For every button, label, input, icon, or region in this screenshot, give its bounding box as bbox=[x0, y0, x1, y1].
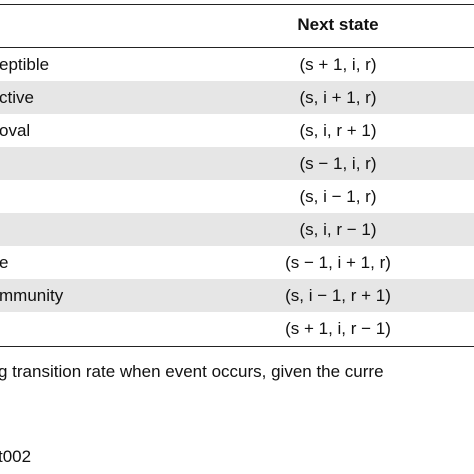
rule bbox=[0, 346, 474, 347]
table-row: (s + 1, i, r − 1) bbox=[0, 312, 474, 345]
table-row: (s, i − 1, r) bbox=[0, 180, 474, 213]
header-cell: Next state bbox=[297, 15, 379, 34]
next-state-cell: (s, i, r − 1) bbox=[299, 220, 377, 239]
table-footnote: g transition rate when event occurs, giv… bbox=[0, 362, 384, 381]
table-row: (s − 1, i, r) bbox=[0, 147, 474, 180]
next-state-cell: (s, i − 1, r + 1) bbox=[285, 286, 391, 305]
table-row: oval (s, i, r + 1) bbox=[0, 114, 474, 147]
table-row: mmunity (s, i − 1, r + 1) bbox=[0, 279, 474, 312]
next-state-cell: (s − 1, i + 1, r) bbox=[285, 253, 391, 272]
table-row: (s, i, r − 1) bbox=[0, 213, 474, 246]
table-row: ctive (s, i + 1, r) bbox=[0, 81, 474, 114]
next-state-cell: (s + 1, i, r − 1) bbox=[285, 319, 391, 338]
next-state-cell: (s, i + 1, r) bbox=[299, 88, 377, 107]
table-id: t002 bbox=[0, 447, 32, 466]
event-cell: e bbox=[0, 253, 9, 272]
event-cell: mmunity bbox=[0, 286, 64, 305]
next-state-cell: (s, i, r + 1) bbox=[299, 121, 377, 140]
event-cell: oval bbox=[0, 121, 31, 140]
table-row: e (s − 1, i + 1, r) bbox=[0, 246, 474, 279]
table-row: eptible (s + 1, i, r) bbox=[0, 48, 474, 81]
next-state-cell: (s, i − 1, r) bbox=[299, 187, 377, 206]
next-state-cell: (s + 1, i, r) bbox=[299, 55, 377, 74]
event-cell: ctive bbox=[0, 88, 34, 107]
table-header: Next state bbox=[0, 4, 474, 48]
next-state-cell: (s − 1, i, r) bbox=[299, 154, 377, 173]
event-cell: eptible bbox=[0, 55, 50, 74]
